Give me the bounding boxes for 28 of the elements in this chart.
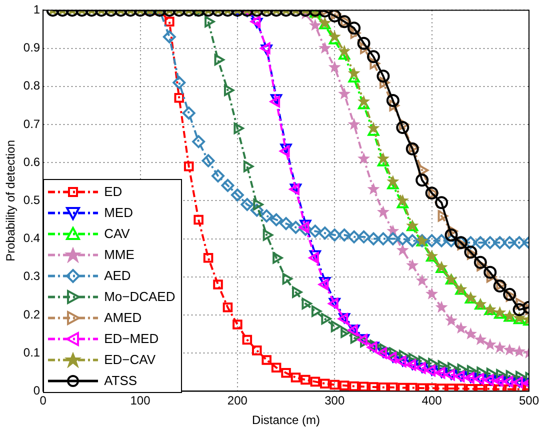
y-tick-label: 0.1 [23, 345, 40, 360]
x-axis-title: Distance (m) [252, 413, 320, 428]
y-tick-label: 1 [33, 2, 40, 17]
legend-label: AMED [104, 310, 142, 326]
y-axis-title: Probability of detection [4, 140, 18, 262]
legend-label: ED [104, 184, 122, 200]
y-tick-label: 0.6 [23, 154, 40, 169]
y-tick-label: 0 [33, 384, 40, 398]
legend-label: MED [104, 205, 133, 220]
legend-label: ED−MED [104, 331, 159, 346]
legend-label: Mo−DCAED [104, 289, 176, 304]
x-tick-label: 200 [227, 394, 248, 408]
y-tick-label: 0.9 [23, 40, 40, 55]
y-tick-label: 0.8 [23, 78, 40, 93]
x-tick-label: 300 [324, 394, 345, 408]
y-tick-label: 0.5 [23, 193, 40, 208]
legend-label: ED−CAV [104, 352, 156, 368]
y-tick-label: 0.2 [23, 307, 40, 322]
legend-label: ATSS [104, 373, 138, 388]
legend-label: CAV [104, 226, 130, 242]
y-tick-label: 0.7 [23, 116, 40, 131]
legend-label: MME [104, 247, 134, 262]
legend-label: AED [104, 268, 131, 284]
x-tick-label: 100 [130, 394, 151, 408]
x-tick-label: 400 [422, 394, 442, 408]
y-tick-label: 0.3 [23, 269, 40, 284]
x-tick-label: 500 [518, 394, 540, 408]
y-tick-label: 0.4 [23, 231, 40, 246]
